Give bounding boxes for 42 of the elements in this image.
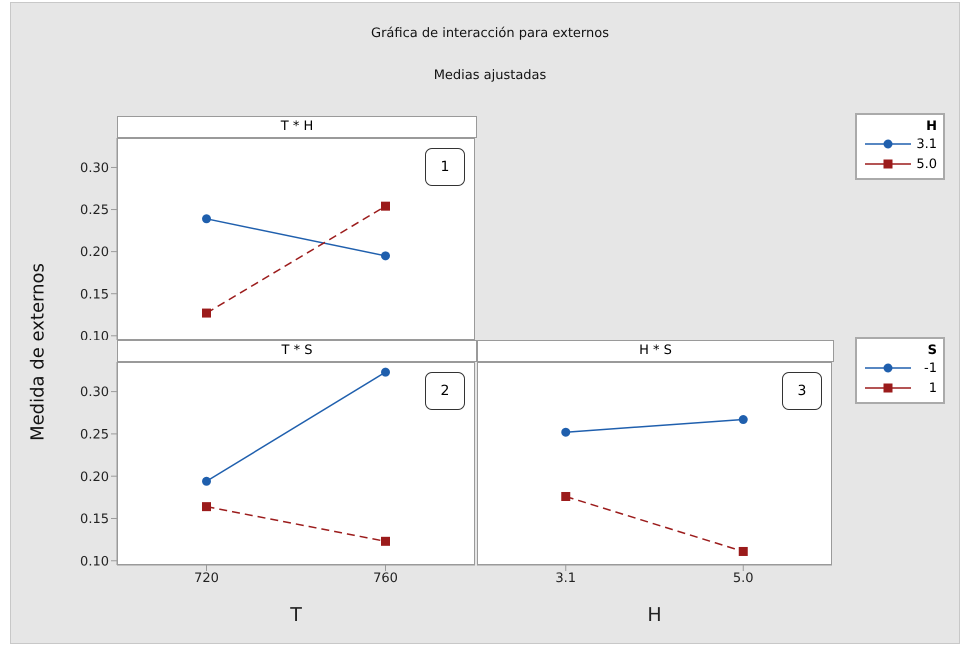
y-tick-label: 0.30: [80, 161, 109, 176]
point: [381, 251, 390, 260]
annotation: 3: [782, 372, 822, 410]
y-tick-label: 0.25: [80, 203, 109, 218]
x-tick-label: 720: [194, 571, 219, 586]
annotation: 1: [425, 148, 465, 186]
y-tick-label: 0.10: [80, 554, 109, 570]
chart-title: T * S: [117, 340, 477, 362]
point: [561, 428, 570, 437]
legend-label: 3.1: [916, 136, 937, 152]
point: [202, 214, 211, 224]
legend-title: S: [926, 343, 937, 358]
chart-title: H * S: [477, 340, 834, 362]
y-tick-label: 0.15: [80, 287, 109, 302]
x-tick-label: 760: [373, 571, 398, 586]
point: [202, 502, 211, 512]
text: Gráfica de interacción para externos: [370, 26, 610, 41]
point: [738, 415, 748, 424]
point: [202, 476, 211, 486]
chart-title: T * H: [117, 116, 477, 138]
y-tick-label: 0.15: [80, 512, 109, 528]
x-tick-label: 3.1: [555, 571, 576, 586]
point: [381, 536, 390, 546]
point: [381, 368, 390, 377]
point: [561, 492, 570, 501]
y-tick-label: 0.25: [80, 428, 109, 443]
legend-label: 1: [928, 380, 937, 396]
point: [738, 546, 748, 556]
point: [381, 202, 390, 211]
legend-label: -1: [924, 360, 937, 376]
x-axis-title: H: [647, 604, 662, 626]
x-axis-title: T: [289, 604, 302, 626]
text: Medias ajustadas: [432, 68, 548, 83]
annotation: 2: [425, 372, 465, 410]
y-tick-label: 0.20: [80, 470, 109, 485]
y-tick-label: 0.20: [80, 245, 109, 260]
x-tick-label: 5.0: [732, 571, 754, 586]
y-tick-label: 0.30: [80, 385, 109, 400]
point: [202, 308, 211, 318]
legend-label: 5.0: [916, 156, 937, 172]
legend-title: H: [925, 119, 937, 134]
y-axis-title: Medida de externos: [28, 263, 48, 441]
